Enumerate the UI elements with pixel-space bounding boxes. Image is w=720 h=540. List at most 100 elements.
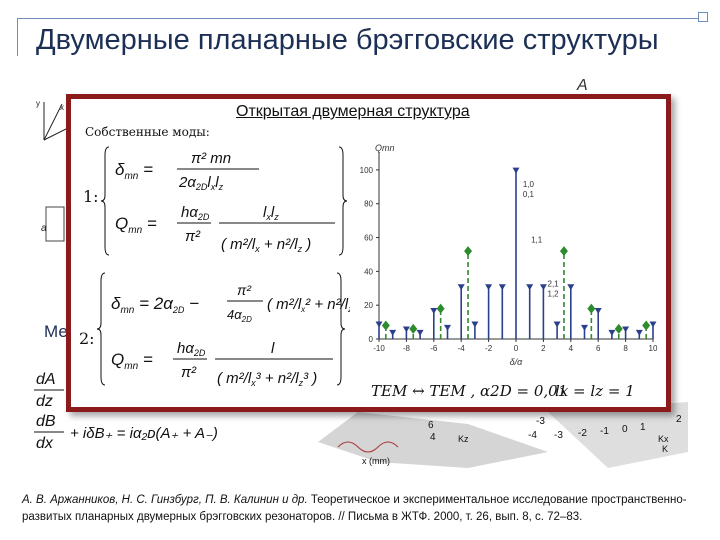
svg-text:4: 4 (430, 432, 436, 443)
x-tick-label: -8 (403, 344, 411, 353)
stem-marker-triangle (553, 321, 561, 328)
axis-x-label: x (60, 103, 64, 112)
svg-text:0: 0 (622, 424, 628, 435)
x-tick-label: 6 (596, 344, 601, 353)
surface-kz-label: Kz (458, 434, 469, 444)
stem-marker-diamond (464, 246, 473, 257)
equation-set-1-number: 1: (83, 187, 99, 206)
popup-open-structure: Открытая двумерная структура Собственные… (66, 94, 671, 412)
citation-text: Теоретическое и экспериментальное исслед… (22, 494, 687, 523)
stem-marker-triangle (594, 307, 602, 314)
axis-y-label: y (36, 99, 40, 108)
svg-text:dB: dB (36, 413, 56, 430)
q-factor-stem-chart: Qmn 0 20 40 60 80 100 -10 -8 -6 -4 -2 0 2 4 6 8 10 δ/α 1,00… (360, 143, 658, 367)
svg-text:-3: -3 (554, 430, 563, 441)
svg-text:+ iδB₊ = iα₂ᴅ(A₊ + A₋): + iδB₊ = iα₂ᴅ(A₊ + A₋) (70, 425, 218, 442)
stem-marker-triangle (471, 321, 479, 328)
slide-title: Двумерные планарные брэгговские структур… (36, 24, 659, 56)
svg-text:dx: dx (36, 435, 54, 452)
svg-text:-3: -3 (536, 416, 545, 427)
svg-text:δmn = 2α2D −: δmn = 2α2D − (111, 294, 199, 316)
citation: А. В. Аржанников, Н. С. Гинзбург, П. В. … (22, 492, 712, 526)
y-tick-label: 60 (364, 234, 373, 243)
stem-marker-triangle (498, 284, 506, 291)
y-tick-label: 0 (369, 335, 374, 344)
background-equations: dA dz dB dx + iδB₊ = iα₂ᴅ(A₊ + A₋) (34, 371, 218, 452)
stem-marker-triangle (444, 324, 451, 331)
svg-text:-4: -4 (528, 430, 537, 441)
mode-annotation: 2,1 (548, 280, 560, 289)
svg-text:( m²/lx² + n²/lz² ): ( m²/lx² + n²/lz² ) (267, 296, 350, 314)
stem-marker-triangle (608, 329, 616, 336)
slide-frame-top-line (17, 18, 707, 19)
background-text-me: Ме (44, 322, 68, 341)
svg-text:4α2D: 4α2D (227, 307, 252, 324)
x-tick-label: -6 (430, 344, 438, 353)
svg-text:l: l (271, 340, 275, 357)
x-axis-label: δ/α (510, 357, 524, 367)
stem-marker-diamond (436, 303, 445, 314)
svg-text:π²: π² (185, 228, 201, 245)
stem-marker-diamond (409, 323, 418, 334)
stem-marker-triangle (622, 326, 630, 333)
stem-marker-triangle (539, 284, 547, 291)
stem-marker-triangle (649, 321, 657, 328)
stem-marker-triangle (416, 329, 424, 336)
stem-marker-triangle (581, 324, 588, 331)
svg-text:δmn =: δmn = (115, 160, 153, 182)
svg-text:6: 6 (428, 420, 434, 431)
background-side-fragment: a (41, 206, 65, 242)
background-surface-plot: x (mm) Kz Kx K 6 4 -3 -4 -3 -2 -1 0 1 2 … (318, 402, 688, 468)
stem-marker-triangle (389, 329, 397, 336)
stem-marker-triangle (430, 307, 438, 314)
equation-set-2: δmn = 2α2D − π² 4α2D ( m²/lx² + n²/lz² )… (96, 272, 350, 388)
stem-marker-triangle (375, 321, 383, 328)
eigenmodes-label: Собственные моды: (85, 125, 210, 139)
equation-set-1: δmn = π² mn 2α2Dlxlz Qmn = hα2D π² lxlz … (100, 146, 348, 256)
popup-bottom-condition: TEM ↔ TEM , α2D = 0,01 (371, 382, 568, 400)
mode-annotation: 0,1 (523, 190, 535, 199)
mode-annotation: 1,2 (548, 290, 560, 299)
svg-text:-2: -2 (578, 428, 587, 439)
svg-text:Qmn =: Qmn = (111, 350, 153, 372)
x-tick-label: 4 (569, 344, 574, 353)
svg-text:lxlz: lxlz (263, 204, 279, 222)
stem-marker-triangle (526, 284, 534, 291)
x-tick-label: -4 (458, 344, 466, 353)
svg-text:2α2Dlxlz: 2α2Dlxlz (178, 174, 224, 192)
y-tick-label: 20 (364, 301, 373, 310)
svg-text:hα2D: hα2D (181, 204, 210, 222)
stem-marker-triangle (567, 284, 575, 291)
popup-bottom-condition-2: lx = lz = 1 (555, 382, 635, 400)
surface-k-label: K (662, 444, 668, 454)
stem-marker-diamond (559, 246, 568, 257)
svg-text:1: 1 (640, 422, 646, 433)
x-tick-label: 10 (649, 344, 658, 353)
stem-marker-diamond (642, 320, 651, 331)
stem-marker-triangle (402, 326, 410, 333)
svg-text:dA: dA (36, 371, 56, 388)
slide-corner-marker (698, 12, 708, 22)
mode-annotation: 1,0 (523, 180, 535, 189)
x-tick-label: 0 (514, 344, 519, 353)
svg-text:-1: -1 (600, 426, 609, 437)
stem-marker-triangle (635, 329, 643, 336)
stem-marker-diamond (381, 320, 390, 331)
svg-text:( m²/lx³ + n²/lz³ ): ( m²/lx³ + n²/lz³ ) (217, 370, 317, 388)
surface-kx-label: Kx (658, 434, 669, 444)
slide-frame-left-line (17, 18, 18, 56)
stem-marker-diamond (587, 303, 596, 314)
stem-marker-triangle (512, 167, 520, 174)
svg-text:( m²/lx + n²/lz ): ( m²/lx + n²/lz ) (221, 236, 311, 254)
surface-axis-label: x (mm) (362, 456, 390, 466)
svg-text:dz: dz (36, 393, 53, 410)
x-tick-label: 8 (623, 344, 628, 353)
x-tick-label: 2 (541, 344, 546, 353)
citation-authors: А. В. Аржанников, Н. С. Гинзбург, П. В. … (22, 494, 308, 506)
svg-text:a: a (41, 223, 47, 234)
svg-text:2: 2 (676, 414, 682, 425)
svg-text:π²: π² (237, 282, 252, 298)
x-tick-label: -2 (485, 344, 493, 353)
svg-text:Qmn =: Qmn = (115, 214, 157, 236)
mode-annotation: 1,1 (531, 236, 543, 245)
